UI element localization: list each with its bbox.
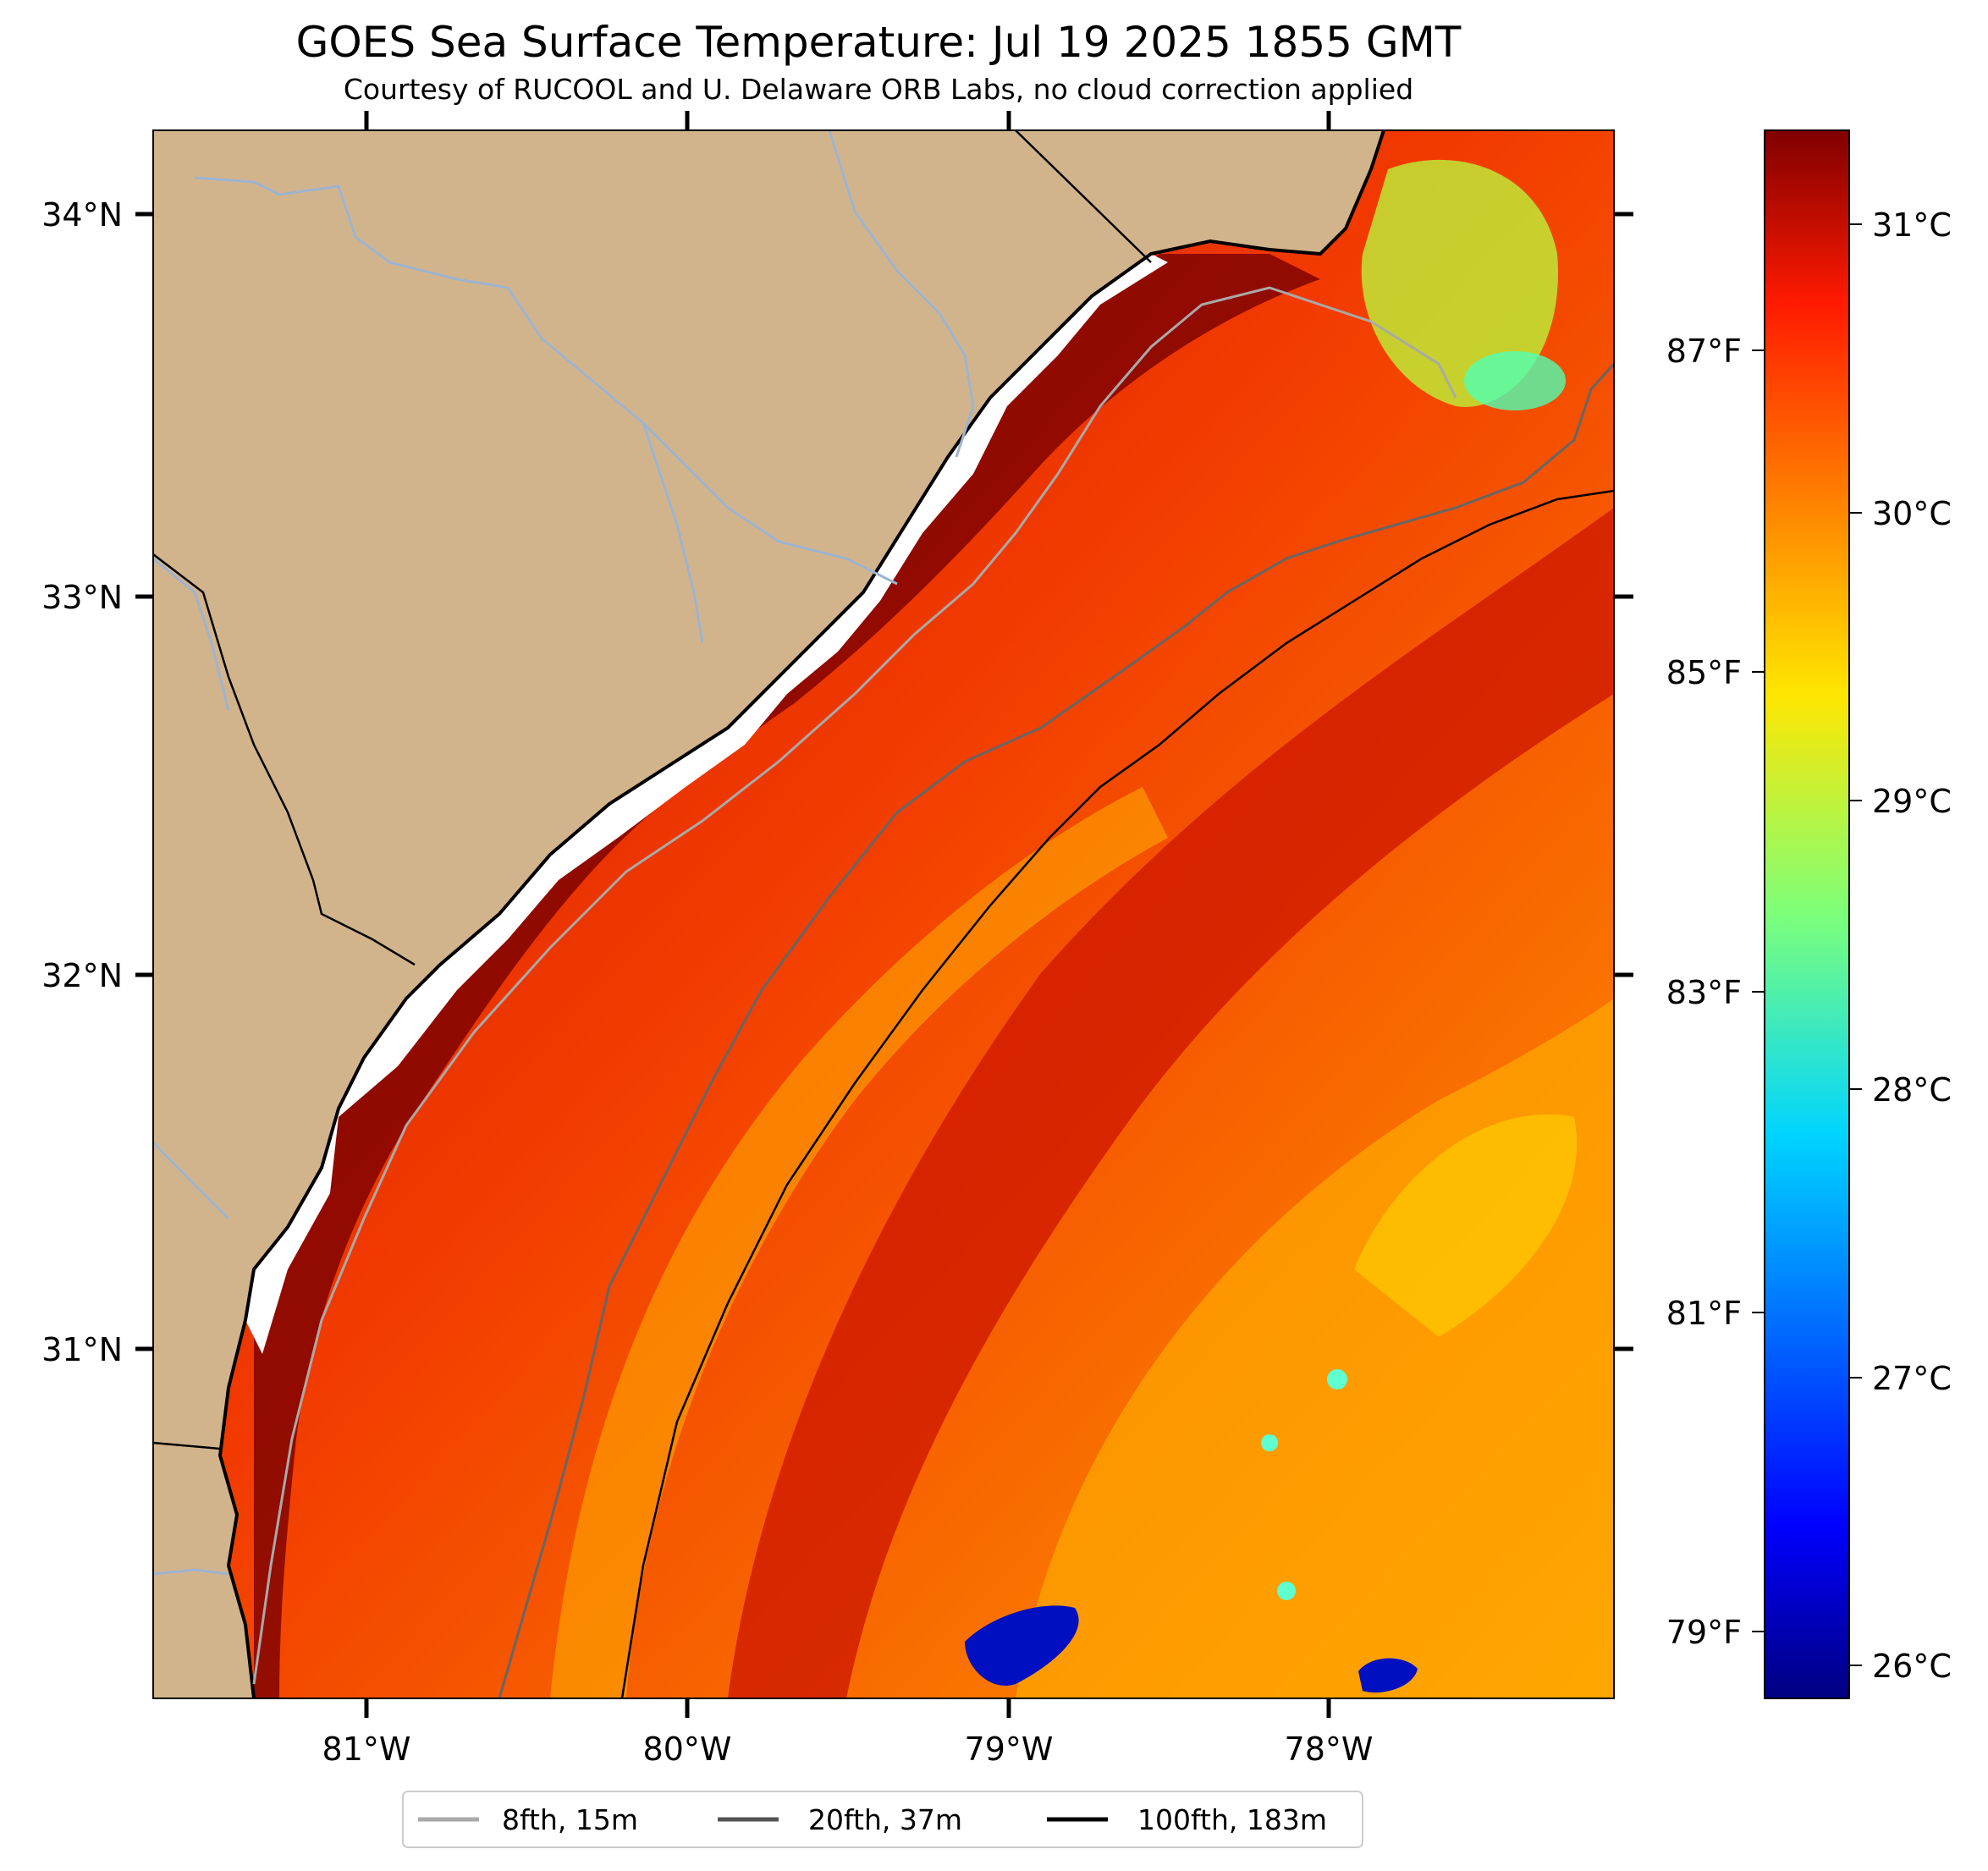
legend-label-8fth: 8fth, 15m — [502, 1803, 638, 1836]
legend-label-100fth: 100fth, 183m — [1137, 1803, 1327, 1836]
cyan-speck-1 — [1327, 1369, 1347, 1389]
isobath-8fth — [252, 286, 1457, 1685]
isobath-20fth — [498, 362, 1614, 1698]
colorbar-celsius-label: 26°C — [1872, 1648, 1952, 1685]
colorbar-fahrenheit-label: 79°F — [1666, 1614, 1742, 1651]
lon-tick-label: 81°W — [322, 1731, 411, 1768]
colorbar-celsius-ticks — [1849, 223, 1862, 1666]
state-border-sc-ga — [153, 553, 416, 966]
colorbar-celsius-label: 29°C — [1872, 783, 1952, 820]
colorbar-fahrenheit-label: 83°F — [1666, 974, 1742, 1011]
map-frame — [152, 129, 1615, 1699]
lon-tick-label: 80°W — [643, 1731, 732, 1768]
colorbar — [1764, 129, 1850, 1699]
map-subtitle: Courtesy of RUCOOL and U. Delaware ORB L… — [344, 73, 1413, 106]
lat-tick-label: 33°N — [41, 579, 123, 616]
colorbar-celsius-label: 28°C — [1872, 1071, 1952, 1109]
colorbar-celsius-label: 30°C — [1872, 495, 1952, 532]
cyan-speck-3 — [1277, 1582, 1296, 1600]
colorbar-fahrenheit-label: 85°F — [1666, 654, 1742, 691]
isobath-100fth — [620, 489, 1614, 1698]
coastline — [218, 130, 1385, 1698]
colorbar-celsius-label: 31°C — [1872, 206, 1952, 244]
lat-tick-label: 34°N — [41, 196, 123, 234]
sst-map — [153, 130, 1614, 1698]
lat-tick-label: 31°N — [41, 1331, 123, 1368]
gulf-stream-band — [728, 508, 1614, 1698]
colorbar-fahrenheit-label: 87°F — [1666, 333, 1742, 370]
cloud-blob-1 — [965, 1605, 1079, 1686]
cloud-blob-2 — [1358, 1658, 1418, 1693]
colorbar-celsius-label: 27°C — [1872, 1360, 1952, 1397]
cape-fear-cyan-patch — [1464, 351, 1566, 410]
state-border-ga-fl — [153, 1441, 221, 1450]
legend-box — [402, 1791, 1363, 1848]
land-mass — [153, 130, 1384, 1698]
rivers — [153, 130, 975, 1576]
lat-tick-label: 32°N — [41, 957, 123, 994]
state-border-nc-sc — [1015, 130, 1152, 263]
lon-tick-label: 78°W — [1285, 1731, 1374, 1768]
lon-tick-label: 79°W — [965, 1731, 1054, 1768]
colorbar-fahrenheit-ticks — [1752, 349, 1765, 1632]
cyan-speck-2 — [1261, 1434, 1278, 1451]
offshore-yellow-patch — [1354, 1114, 1578, 1337]
map-title: GOES Sea Surface Temperature: Jul 19 202… — [296, 18, 1462, 67]
legend-label-20fth: 20fth, 37m — [808, 1803, 962, 1836]
colorbar-fahrenheit-label: 81°F — [1666, 1295, 1742, 1332]
lat-tick-marks — [135, 212, 1633, 1351]
mid-shelf-band — [550, 787, 1168, 1698]
lon-tick-marks — [364, 111, 1331, 1718]
